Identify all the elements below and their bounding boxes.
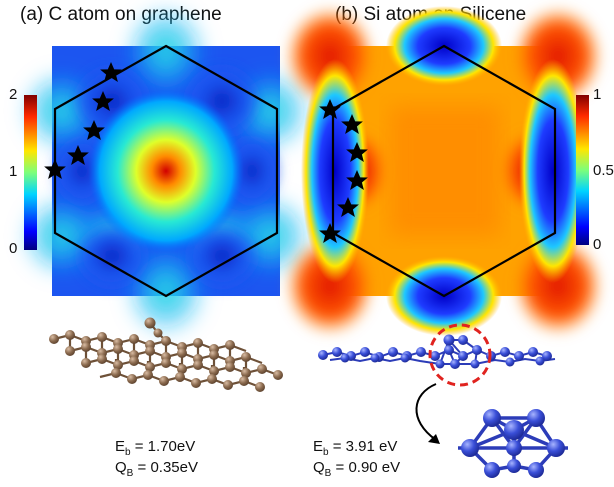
panel-a-star [100,62,122,82]
panel-a-colorbar-tick-min: 0 [9,240,18,257]
panel-a-heatmap [22,6,310,336]
panel-b-colorbar-tick-mid: 0.5 [593,162,614,179]
zoom-arrow-icon [415,383,440,444]
panel-a-star [67,145,89,165]
panel-b-heatmap [285,6,603,336]
panel-b-star [337,197,359,217]
panel-a-star [83,120,105,140]
panel-a-star [92,91,114,111]
highlight-dashed-circle [428,323,492,387]
panel-b-star [341,114,363,134]
panel-a-colorbar-tick-max: 2 [9,86,18,103]
silicon-cluster-zoom [458,409,568,478]
graphene-structure [49,317,283,392]
panel-b-colorbar-tick-max: 1 [593,86,602,103]
panel-a-qb: QB = 0.35eV [115,459,198,479]
panel-b-eb: Eb = 3.91 eV [313,438,398,458]
panel-b-star [319,99,341,119]
panel-b-colorbar-tick-min: 0 [593,236,602,253]
panel-b-colorbar [576,95,589,245]
panel-a-star [44,159,66,179]
silicene-structure [318,323,556,387]
panel-a-eb: Eb = 1.70eV [115,438,196,458]
panel-b-star [319,223,341,243]
panel-b-star [346,142,368,162]
panel-a-colorbar [24,95,37,250]
panel-a-hexagon [53,44,279,298]
panel-b-qb: QB = 0.90 eV [313,459,401,479]
panel-a-colorbar-tick-mid: 1 [9,163,18,180]
panel-b-star [346,170,368,190]
